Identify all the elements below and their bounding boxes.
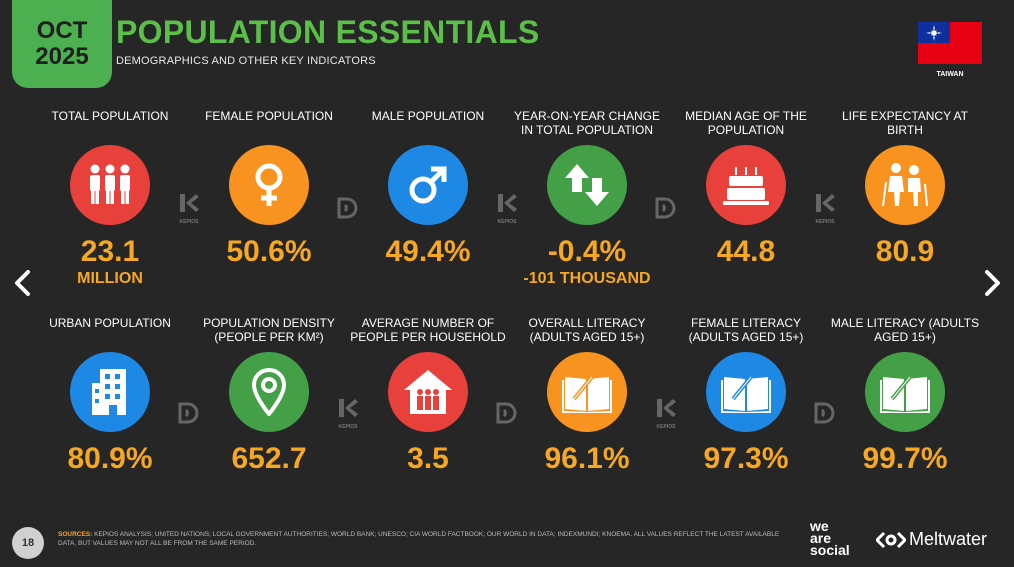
- kepios-label: KEPIOS: [179, 219, 199, 225]
- stat-label: LIFE EXPECTANCY AT BIRTH: [841, 109, 969, 137]
- stat-value: 44.8: [716, 235, 776, 268]
- stat-overall-literacy: OVERALL LITERACY (ADULTS AGED 15+) 96.1%: [507, 316, 667, 476]
- chevron-left-icon: [15, 270, 30, 296]
- datareportal-logo-icon: [176, 400, 202, 426]
- we-are-social-logo: we are social: [810, 518, 870, 558]
- birthday-cake-icon: [706, 145, 786, 225]
- meltwater-label: Meltwater: [909, 529, 988, 549]
- country-label: TAIWAN: [936, 71, 964, 78]
- stat-sub-value: -101 THOUSAND: [523, 270, 651, 287]
- page-subtitle: DEMOGRAPHICS AND OTHER KEY INDICATORS: [116, 55, 376, 67]
- stat-label: URBAN POPULATION: [49, 316, 171, 330]
- stat-value: 97.3%: [703, 442, 789, 475]
- stat-label: MALE POPULATION: [371, 109, 485, 123]
- brand-line: social: [810, 542, 850, 558]
- stat-household-size: AVERAGE NUMBER OF PEOPLE PER HOUSEHOLD 3…: [348, 316, 508, 476]
- stat-urban-population: URBAN POPULATION 80.9%: [30, 316, 190, 476]
- date-year: 2025: [35, 43, 89, 70]
- kepios-label: KEPIOS: [338, 424, 358, 430]
- previous-slide-button[interactable]: [8, 268, 38, 298]
- stat-sub-value: MILLION: [77, 270, 143, 287]
- stat-label: TOTAL POPULATION: [51, 109, 169, 123]
- book-pencil-icon: [706, 352, 786, 432]
- datareportal-logo-icon: [494, 400, 520, 426]
- meltwater-mark-icon: [876, 531, 906, 548]
- stat-label: FEMALE LITERACY (ADULTS AGED 15+): [688, 316, 804, 344]
- stat-label: YEAR-ON-YEAR CHANGE IN TOTAL POPULATION: [513, 109, 661, 137]
- stat-value: 3.5: [407, 442, 449, 475]
- kepios-label: KEPIOS: [815, 219, 835, 225]
- stat-median-age: MEDIAN AGE OF THE POPULATION 44.8: [666, 109, 826, 269]
- stat-label: MALE LITERACY (ADULTS AGED 15+): [830, 316, 980, 344]
- taiwan-flag-icon: [918, 22, 982, 64]
- chevron-right-icon: [985, 270, 1000, 296]
- kepios-logo-icon: KEPIOS: [812, 192, 838, 226]
- book-pencil-icon: [547, 352, 627, 432]
- stat-label: POPULATION DENSITY (PEOPLE PER KM²): [203, 316, 335, 344]
- stat-label: MEDIAN AGE OF THE POPULATION: [685, 109, 807, 137]
- datareportal-logo-icon: [812, 400, 838, 426]
- elderly-couple-icon: [865, 145, 945, 225]
- stat-label: AVERAGE NUMBER OF PEOPLE PER HOUSEHOLD: [350, 316, 506, 344]
- stat-value: 652.7: [231, 442, 307, 475]
- kepios-label: KEPIOS: [497, 219, 517, 225]
- stat-value: 80.9%: [67, 442, 153, 475]
- brand-line: we: [810, 518, 829, 534]
- sources-note: SOURCES: KEPIOS ANALYSIS; UNITED NATIONS…: [58, 530, 798, 548]
- stat-value: 80.9: [875, 235, 935, 268]
- kepios-label: KEPIOS: [656, 424, 676, 430]
- stat-value: -0.4%: [547, 235, 627, 268]
- stat-total-population: TOTAL POPULATION 23.1 MILLION: [30, 109, 190, 289]
- stat-population-density: POPULATION DENSITY (PEOPLE PER KM²) 652.…: [189, 316, 349, 476]
- stat-label: FEMALE POPULATION: [205, 109, 333, 123]
- household-icon: [388, 352, 468, 432]
- stat-life-expectancy: LIFE EXPECTANCY AT BIRTH 80.9: [825, 109, 985, 269]
- next-slide-button[interactable]: [977, 268, 1007, 298]
- up-down-arrows-icon: [547, 145, 627, 225]
- stat-value: 99.7%: [862, 442, 948, 475]
- brand-line: are: [810, 530, 832, 546]
- book-pencil-icon: [865, 352, 945, 432]
- kepios-logo-icon: KEPIOS: [176, 192, 202, 226]
- stat-value: 50.6%: [226, 235, 312, 268]
- kepios-logo-icon: KEPIOS: [335, 397, 361, 431]
- stat-yoy-change: YEAR-ON-YEAR CHANGE IN TOTAL POPULATION …: [507, 109, 667, 289]
- meltwater-logo: Meltwater: [876, 529, 987, 550]
- sources-label: SOURCES:: [58, 531, 93, 538]
- stat-value: 23.1: [80, 235, 140, 268]
- stat-female-population: FEMALE POPULATION 50.6%: [189, 109, 349, 269]
- stat-label: OVERALL LITERACY (ADULTS AGED 15+): [528, 316, 646, 344]
- male-icon: [388, 145, 468, 225]
- people-icon: [70, 145, 150, 225]
- datareportal-logo-icon: [335, 195, 361, 221]
- stat-male-population: MALE POPULATION 49.4%: [348, 109, 508, 269]
- datareportal-logo-icon: [653, 195, 679, 221]
- stat-male-literacy: MALE LITERACY (ADULTS AGED 15+) 99.7%: [825, 316, 985, 476]
- page-number: 18: [12, 527, 44, 559]
- sources-text: KEPIOS ANALYSIS; UNITED NATIONS; LOCAL G…: [58, 531, 780, 547]
- kepios-logo-icon: KEPIOS: [494, 192, 520, 226]
- building-icon: [70, 352, 150, 432]
- map-pin-icon: [229, 352, 309, 432]
- stat-female-literacy: FEMALE LITERACY (ADULTS AGED 15+) 97.3%: [666, 316, 826, 476]
- stat-value: 96.1%: [544, 442, 630, 475]
- date-month: OCT: [36, 17, 88, 44]
- female-icon: [229, 145, 309, 225]
- date-badge: OCT 2025: [12, 0, 112, 88]
- stat-value: 49.4%: [385, 235, 471, 268]
- kepios-logo-icon: KEPIOS: [653, 397, 679, 431]
- page-title: POPULATION ESSENTIALS: [116, 14, 540, 50]
